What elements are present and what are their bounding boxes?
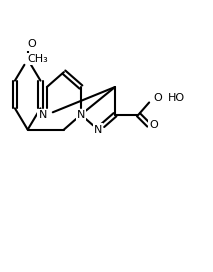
Text: HO: HO [168,93,185,103]
Text: N: N [39,110,47,120]
Text: O: O [153,93,162,103]
Text: CH₃: CH₃ [28,54,48,64]
Text: O: O [149,120,158,130]
Text: O: O [28,39,36,50]
Text: N: N [77,110,85,120]
Text: N: N [94,125,102,135]
